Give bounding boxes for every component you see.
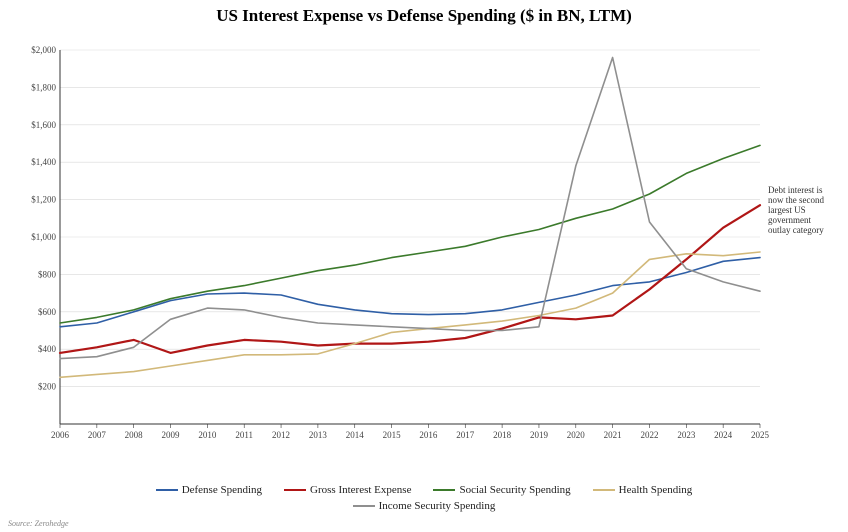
plot-area: $200$400$600$800$1,000$1,200$1,400$1,600…: [60, 46, 760, 446]
svg-text:2007: 2007: [88, 430, 107, 440]
legend: Defense Spending Gross Interest Expense So…: [0, 484, 848, 512]
legend-item: Social Security Spending: [433, 484, 570, 496]
legend-swatch: [353, 505, 375, 507]
legend-swatch: [284, 489, 306, 491]
svg-text:2022: 2022: [640, 430, 658, 440]
svg-text:$1,400: $1,400: [31, 157, 56, 167]
legend-label: Health Spending: [619, 484, 693, 496]
legend-item: Defense Spending: [156, 484, 262, 496]
chart-title: US Interest Expense vs Defense Spending …: [0, 0, 848, 26]
source-credit: Source: Zerohedge: [8, 519, 69, 528]
svg-text:2017: 2017: [456, 430, 475, 440]
svg-text:$600: $600: [38, 307, 57, 317]
svg-text:$400: $400: [38, 344, 57, 354]
legend-label: Defense Spending: [182, 484, 262, 496]
svg-text:2024: 2024: [714, 430, 733, 440]
svg-text:outlay category: outlay category: [768, 225, 824, 235]
svg-text:$1,200: $1,200: [31, 195, 56, 205]
legend-swatch: [156, 489, 178, 491]
svg-text:$200: $200: [38, 382, 57, 392]
legend-swatch: [433, 489, 455, 491]
legend-label: Gross Interest Expense: [310, 484, 411, 496]
svg-text:2006: 2006: [51, 430, 70, 440]
legend-item: Health Spending: [593, 484, 693, 496]
svg-text:$1,000: $1,000: [31, 232, 56, 242]
legend-label: Income Security Spending: [379, 500, 496, 512]
svg-text:2018: 2018: [493, 430, 512, 440]
svg-text:2013: 2013: [309, 430, 328, 440]
svg-text:2008: 2008: [125, 430, 143, 440]
svg-text:2012: 2012: [272, 430, 290, 440]
svg-text:2019: 2019: [530, 430, 549, 440]
legend-item: Gross Interest Expense: [284, 484, 411, 496]
svg-text:$2,000: $2,000: [31, 45, 56, 55]
legend-item: Income Security Spending: [353, 500, 496, 512]
svg-text:$800: $800: [38, 269, 57, 279]
legend-label: Social Security Spending: [459, 484, 570, 496]
svg-text:2021: 2021: [604, 430, 622, 440]
chart-svg: $200$400$600$800$1,000$1,200$1,400$1,600…: [60, 46, 760, 446]
chart-container: US Interest Expense vs Defense Spending …: [0, 0, 848, 532]
svg-text:2015: 2015: [383, 430, 402, 440]
svg-text:2025: 2025: [751, 430, 770, 440]
svg-text:2023: 2023: [677, 430, 696, 440]
svg-text:2009: 2009: [162, 430, 181, 440]
svg-text:$1,800: $1,800: [31, 82, 56, 92]
svg-text:2016: 2016: [419, 430, 438, 440]
svg-text:2014: 2014: [346, 430, 365, 440]
svg-text:largest US: largest US: [768, 205, 806, 215]
svg-text:2010: 2010: [198, 430, 217, 440]
svg-text:Debt interest is: Debt interest is: [768, 185, 823, 195]
legend-swatch: [593, 489, 615, 491]
svg-text:2020: 2020: [567, 430, 586, 440]
svg-text:now the second: now the second: [768, 195, 824, 205]
svg-text:2011: 2011: [235, 430, 253, 440]
svg-text:government: government: [768, 215, 811, 225]
svg-text:$1,600: $1,600: [31, 120, 56, 130]
